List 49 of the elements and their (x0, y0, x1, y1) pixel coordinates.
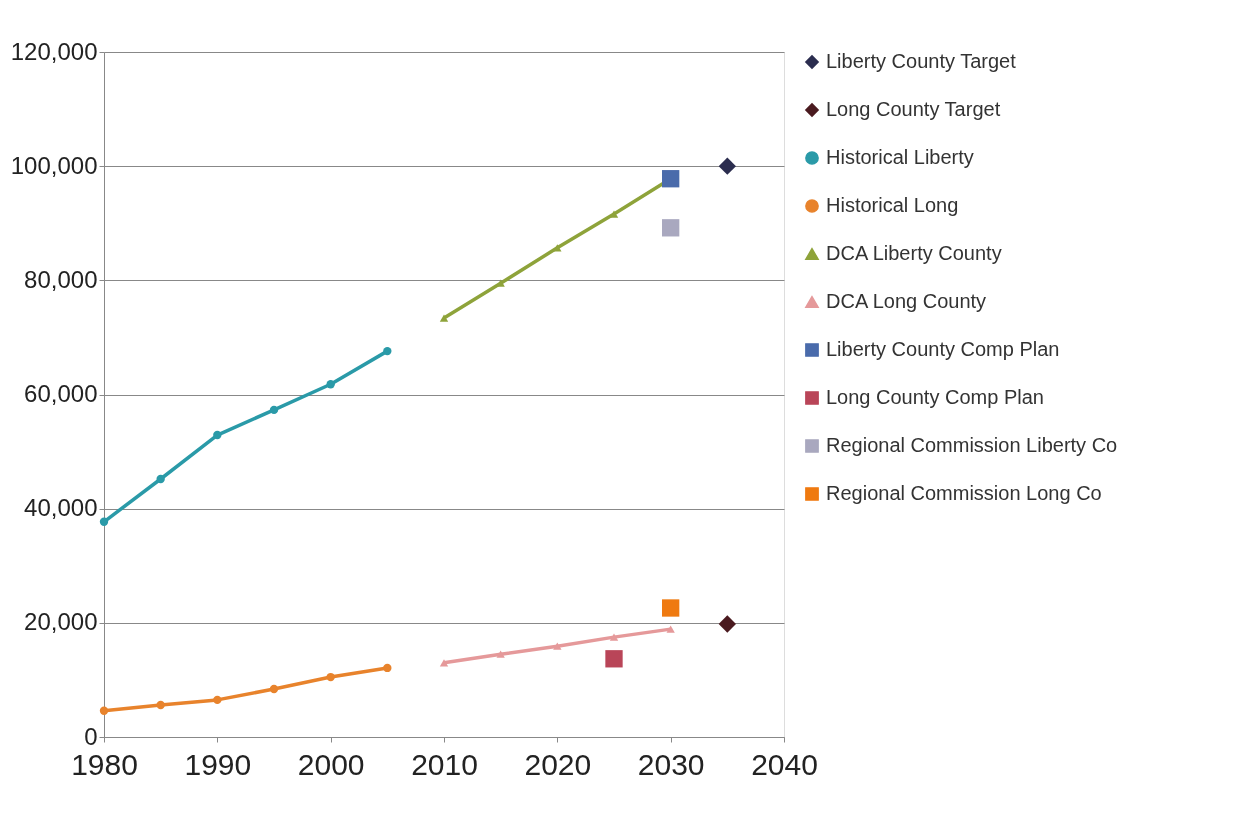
point (439, 314, 449, 322)
legend-label: Long County Comp Plan (826, 386, 1044, 408)
legend-label: Long County Target (826, 98, 1001, 120)
point (269, 405, 279, 415)
point (269, 684, 279, 694)
x-tick-label: 1980 (71, 747, 138, 781)
legend-label: Historical Long (826, 194, 959, 216)
y-tick-label: 20,000 (24, 608, 98, 636)
point (605, 650, 623, 668)
legend-label: DCA Liberty County (826, 242, 1002, 264)
x-tick-label: 2020 (524, 747, 592, 781)
legend-label: DCA Long County (826, 290, 987, 312)
point (383, 346, 392, 356)
point (496, 650, 505, 658)
point (718, 615, 736, 633)
point (213, 430, 222, 440)
point (718, 157, 736, 175)
point (326, 380, 335, 389)
point (439, 659, 449, 667)
x-tick-label: 2000 (297, 747, 365, 781)
y-tick-label: 60,000 (24, 380, 98, 407)
point (213, 695, 222, 705)
legend-label: Regional Commission Long Co (826, 482, 1102, 504)
y-tick-label: 120,000 (10, 37, 98, 65)
y-tick-label: 100,000 (10, 151, 98, 179)
legend-label: Regional Commission Liberty Co (826, 434, 1118, 456)
y-tick-label: 0 (84, 722, 98, 750)
x-tick-label: 2030 (637, 747, 705, 781)
y-tick-label: 40,000 (24, 494, 98, 522)
x-tick-label: 2040 (751, 747, 818, 781)
point (662, 170, 680, 188)
point (609, 633, 619, 641)
point (553, 244, 562, 252)
x-tick-label: 1990 (184, 747, 252, 781)
point (383, 663, 392, 673)
point (662, 599, 680, 617)
point (99, 517, 109, 526)
point (326, 672, 335, 682)
point (99, 706, 109, 715)
point (156, 700, 165, 710)
point (666, 625, 675, 633)
legend-label: Historical Liberty (826, 146, 974, 168)
y-tick-label: 80,000 (24, 265, 98, 293)
point (662, 219, 680, 237)
legend-label: Liberty County Comp Plan (826, 338, 1060, 360)
point (553, 642, 562, 650)
legend-label: Liberty County Target (826, 50, 1017, 72)
point (156, 474, 165, 484)
x-tick-label: 2010 (411, 747, 478, 781)
